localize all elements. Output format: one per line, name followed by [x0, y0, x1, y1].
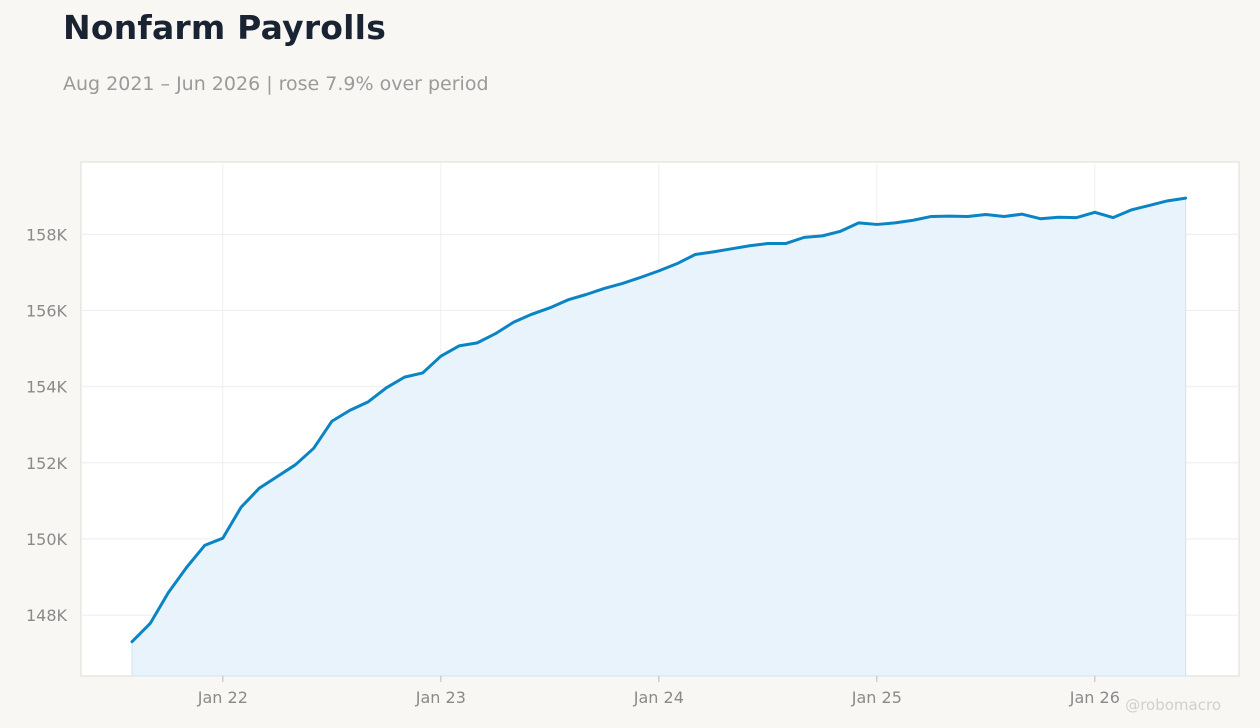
data-point [312, 446, 316, 450]
data-point [384, 386, 388, 390]
data-point [784, 241, 788, 245]
data-point [675, 262, 679, 266]
data-point [148, 621, 152, 625]
x-axis-ticks: Jan 22 Jan 23 Jan 24 Jan 25 Jan 26 [197, 676, 1120, 707]
data-point [893, 221, 897, 225]
x-tick-label: Jan 25 [851, 688, 902, 707]
data-point [512, 320, 516, 324]
y-tick-label: 150K [26, 530, 68, 549]
data-point [584, 292, 588, 296]
x-tick-label: Jan 26 [1069, 688, 1120, 707]
data-point [439, 354, 443, 358]
data-point [1184, 196, 1188, 200]
data-point [839, 229, 843, 233]
x-tick-label: Jan 23 [415, 688, 466, 707]
chart-subtitle: Aug 2021 – Jun 2026 | rose 7.9% over per… [63, 73, 489, 95]
chart-title: Nonfarm Payrolls [63, 8, 387, 47]
watermark: @robomacro [1125, 696, 1221, 714]
data-point [621, 281, 625, 285]
data-point [294, 463, 298, 467]
data-point [166, 591, 170, 595]
data-point [966, 214, 970, 218]
data-point [348, 408, 352, 412]
series-line [130, 196, 1188, 644]
data-point [203, 543, 207, 547]
data-point [548, 306, 552, 310]
data-point [766, 241, 770, 245]
data-point [257, 486, 261, 490]
data-point [130, 640, 134, 644]
data-point [711, 250, 715, 254]
x-tick-label: Jan 24 [633, 688, 684, 707]
data-point [275, 474, 279, 478]
data-point [1075, 216, 1079, 220]
data-point [929, 214, 933, 218]
data-point [602, 286, 606, 290]
y-tick-label: 154K [26, 378, 68, 397]
x-tick-label: Jan 22 [197, 688, 248, 707]
data-point [403, 375, 407, 379]
data-point [857, 221, 861, 225]
data-point [1038, 217, 1042, 221]
data-point [1093, 210, 1097, 214]
data-point [330, 419, 334, 423]
data-point [1020, 212, 1024, 216]
y-tick-label: 156K [26, 301, 68, 320]
y-tick-label: 152K [26, 454, 68, 473]
data-point [1147, 203, 1151, 207]
data-point [693, 253, 697, 257]
data-point [1166, 199, 1170, 203]
data-point [1002, 214, 1006, 218]
y-tick-label: 148K [26, 606, 68, 625]
data-point [948, 214, 952, 218]
data-point [911, 218, 915, 222]
data-point [802, 235, 806, 239]
data-point [657, 269, 661, 273]
data-point [493, 332, 497, 336]
data-point [730, 247, 734, 251]
data-point [421, 371, 425, 375]
data-point [457, 344, 461, 348]
data-point [221, 536, 225, 540]
data-point [1057, 215, 1061, 219]
data-point [1129, 208, 1133, 212]
data-point [239, 505, 243, 509]
data-point [475, 341, 479, 345]
y-axis-ticks: 148K 150K 152K 154K 156K 158K [26, 225, 68, 625]
data-point [820, 234, 824, 238]
data-point [185, 565, 189, 569]
data-point [984, 213, 988, 217]
y-tick-label: 158K [26, 225, 68, 244]
data-point [566, 298, 570, 302]
data-point [748, 244, 752, 248]
data-point [875, 222, 879, 226]
data-point [1111, 216, 1115, 220]
data-point [530, 312, 534, 316]
data-point [639, 275, 643, 279]
data-point [366, 400, 370, 404]
